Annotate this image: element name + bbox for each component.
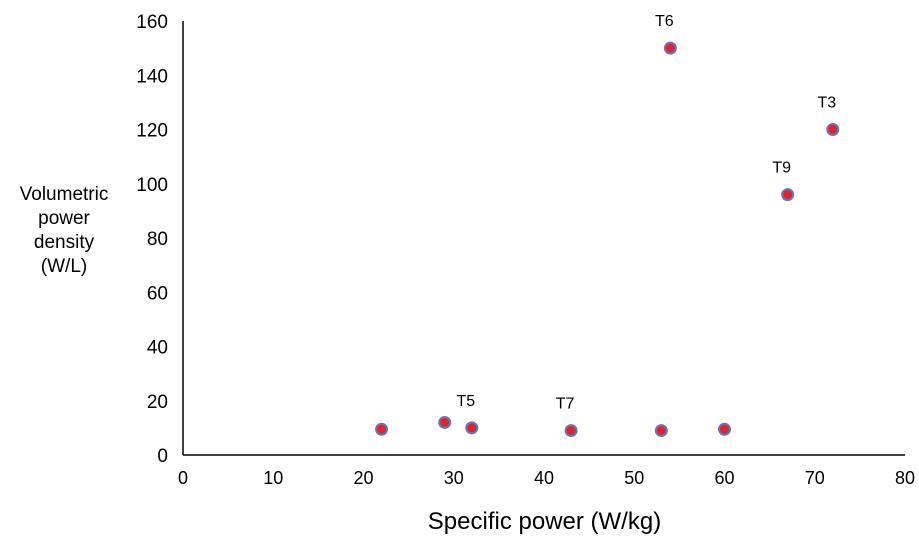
y-tick-labels: 0 20 40 60 80 100 120 140 160 xyxy=(136,12,168,467)
data-point xyxy=(564,424,578,438)
data-point xyxy=(465,421,479,435)
data-point xyxy=(718,422,731,436)
y-axis-title-line-4: (W/L) xyxy=(40,256,88,277)
point-label: T9 xyxy=(772,160,791,177)
y-axis-title-line-3: density xyxy=(33,232,95,253)
y-tick-label: 120 xyxy=(136,121,168,142)
y-tick-label: 0 xyxy=(157,446,168,467)
y-tick-label: 40 xyxy=(147,338,168,359)
data-point xyxy=(375,422,389,436)
point-label: T5 xyxy=(456,393,475,410)
y-tick-label: 100 xyxy=(136,175,168,196)
x-tick-label: 0 xyxy=(178,468,188,488)
x-tick-labels: 0 10 20 30 40 50 60 70 80 xyxy=(178,468,915,488)
y-tick-label: 140 xyxy=(136,66,168,87)
y-axis-title: Volumetric power density (W/L) xyxy=(0,183,128,279)
data-point xyxy=(781,188,795,202)
x-tick-label: 80 xyxy=(895,468,915,488)
y-tick-label: 60 xyxy=(147,283,168,304)
data-point xyxy=(438,415,452,429)
x-tick-label: 50 xyxy=(624,468,644,488)
y-tick-label: 20 xyxy=(147,392,168,413)
y-axis-title-line-2: power xyxy=(38,208,90,229)
x-tick-label: 10 xyxy=(263,468,283,488)
x-tick-label: 60 xyxy=(714,468,734,488)
point-labels: T5 T7 T6 T9 T3 xyxy=(456,13,836,412)
x-tick-label: 30 xyxy=(444,468,464,488)
data-points xyxy=(375,41,840,438)
point-label: T7 xyxy=(556,396,575,413)
x-axis-title: Specific power (W/kg) xyxy=(427,508,662,535)
data-point xyxy=(663,41,677,55)
y-tick-label: 160 xyxy=(136,12,168,33)
x-tick-label: 40 xyxy=(534,468,554,488)
data-point xyxy=(654,424,668,438)
y-tick-label: 80 xyxy=(147,229,168,250)
x-tick-label: 70 xyxy=(805,468,825,488)
data-point xyxy=(826,123,840,136)
x-tick-label: 20 xyxy=(353,468,373,488)
y-axis-title-line-1: Volumetric xyxy=(19,184,109,205)
point-label: T6 xyxy=(655,13,674,30)
point-label: T3 xyxy=(817,95,836,112)
